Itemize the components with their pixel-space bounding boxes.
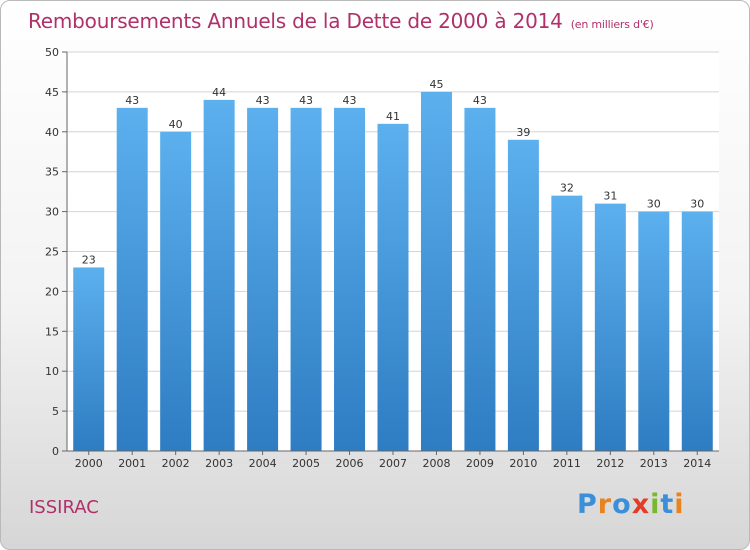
bar xyxy=(507,139,539,451)
data-label: 39 xyxy=(516,126,530,139)
logo-letter: x xyxy=(631,489,651,520)
logo-letter: o xyxy=(612,489,632,520)
bar xyxy=(464,107,496,452)
data-label: 43 xyxy=(299,94,313,107)
y-tick-label: 15 xyxy=(45,325,59,338)
x-tick-label: 2002 xyxy=(162,457,190,470)
data-label: 31 xyxy=(603,190,617,203)
y-tick-label: 10 xyxy=(45,365,59,378)
x-tick-label: 2007 xyxy=(379,457,407,470)
x-tick-label: 2001 xyxy=(118,457,146,470)
bar xyxy=(73,267,105,451)
commune-name: ISSIRAC xyxy=(29,497,99,518)
x-tick-label: 2009 xyxy=(466,457,494,470)
chart-title-text: Remboursements Annuels de la Dette de 20… xyxy=(28,9,563,33)
x-tick-label: 2014 xyxy=(683,457,711,470)
logo-letter: P xyxy=(577,489,598,520)
x-tick-label: 2003 xyxy=(205,457,233,470)
bar xyxy=(247,107,279,452)
data-label: 41 xyxy=(386,110,400,123)
y-tick-label: 50 xyxy=(45,46,59,59)
bar xyxy=(377,123,409,451)
data-label: 44 xyxy=(212,86,226,99)
data-label: 43 xyxy=(473,94,487,107)
bar xyxy=(551,195,583,451)
y-tick-label: 45 xyxy=(45,86,59,99)
proxiti-logo: Proxiti xyxy=(577,489,685,520)
bar xyxy=(203,99,235,451)
y-tick-label: 40 xyxy=(45,126,59,139)
bar xyxy=(594,203,626,451)
data-label: 43 xyxy=(125,94,139,107)
data-label: 43 xyxy=(343,94,357,107)
y-tick-label: 20 xyxy=(45,285,59,298)
bar xyxy=(334,107,366,452)
data-label: 40 xyxy=(169,118,183,131)
bar xyxy=(638,211,670,451)
data-label: 23 xyxy=(82,253,96,266)
bar xyxy=(160,131,192,452)
x-tick-label: 2004 xyxy=(249,457,277,470)
y-tick-label: 30 xyxy=(45,206,59,219)
bar xyxy=(116,107,148,452)
logo-letter: t xyxy=(660,489,675,520)
logo-letter: r xyxy=(597,489,613,520)
x-tick-label: 2008 xyxy=(422,457,450,470)
bar xyxy=(290,107,322,452)
y-tick-label: 25 xyxy=(45,246,59,259)
chart-title: Remboursements Annuels de la Dette de 20… xyxy=(28,9,654,33)
bar xyxy=(420,91,452,452)
y-tick-label: 5 xyxy=(52,405,59,418)
x-tick-label: 2000 xyxy=(75,457,103,470)
x-tick-label: 2011 xyxy=(553,457,581,470)
x-tick-label: 2010 xyxy=(509,457,537,470)
y-tick-label: 35 xyxy=(45,166,59,179)
logo-letter: i xyxy=(650,489,661,520)
data-label: 32 xyxy=(560,182,574,195)
data-label: 30 xyxy=(690,198,704,211)
logo-letter: i xyxy=(674,489,685,520)
x-tick-label: 2005 xyxy=(292,457,320,470)
x-tick-label: 2013 xyxy=(640,457,668,470)
x-tick-label: 2012 xyxy=(596,457,624,470)
chart-unit: (en milliers d'€) xyxy=(570,18,654,31)
data-label: 30 xyxy=(647,198,661,211)
y-tick-label: 0 xyxy=(52,445,59,458)
bar xyxy=(681,211,713,451)
x-tick-label: 2006 xyxy=(336,457,364,470)
data-label: 43 xyxy=(256,94,270,107)
data-label: 45 xyxy=(429,78,443,91)
